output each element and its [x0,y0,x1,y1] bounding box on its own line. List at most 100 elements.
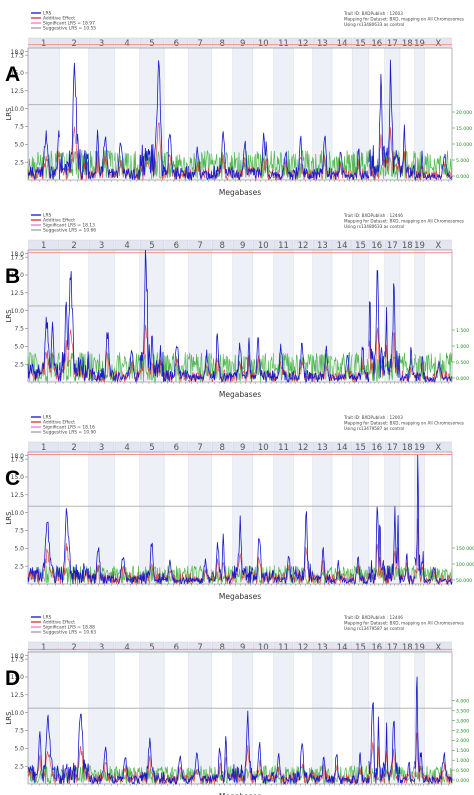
x-axis-label: Megabases [219,188,261,197]
y-axis-label: LRS [5,309,13,323]
legend-entry: Suggestive LRS = 10.63 [43,630,96,636]
y-tick-label: 17.5 [11,656,25,663]
chromosome-label: 2 [71,643,76,653]
chromosome-label: 9 [240,643,245,653]
chromosome-label: 5 [149,241,154,251]
trait-info-line: Mapping for Dataset: BXD, mapping on All… [344,219,464,224]
chromosome-label: X [435,443,441,453]
chromosome-label: 19 [414,241,425,251]
chromosome-column [414,652,425,784]
y-tick-label: 12.5 [11,492,25,499]
chromosome-label: 7 [197,643,202,653]
panel-letter: A [5,63,20,86]
chromosome-label: 15 [355,443,366,453]
legend-entry: Additive Effect [43,620,75,626]
y-tick-label: 15.0 [11,70,25,77]
y-tick-label: 18.0 [11,251,25,258]
chromosome-column [232,48,253,180]
chromosome-column [414,250,425,382]
chromosome-label: 8 [219,241,224,251]
chromosome-label: 6 [174,443,179,453]
y-tick-label: 5.0 [14,344,24,351]
chromosome-column [273,250,294,382]
chromosome-column [139,652,165,784]
trait-info-line: Mapping for Dataset: BXD, mapping on All… [344,621,464,626]
chromosome-label: 6 [174,39,179,49]
chromosome-column [139,452,165,584]
chromosome-label: 8 [219,643,224,653]
right-tick-label: 1.500 [456,328,469,334]
lrs-trace [27,454,453,586]
y-axis-label: LRS [5,511,13,525]
chromosome-label: 11 [278,39,289,49]
y-tick-label: 18.0 [11,49,25,56]
y-tick-label: 7.5 [14,326,24,333]
chromosome-label: 16 [371,443,382,453]
legend-entry: Suggestive LRS = 10.55 [43,26,96,32]
legend-entry: LRS [43,415,51,421]
y-tick-label: 5.0 [14,142,24,149]
chromosome-label: 10 [258,241,269,251]
chromosome-column [312,48,333,180]
chromosome-label: 12 [298,443,309,453]
trait-info-line: Trait ID: BXDPublish : 12003 [343,415,403,420]
lrs-trace [27,676,453,786]
chromosome-label: 3 [99,39,104,49]
y-tick-label: 18.0 [11,653,25,660]
chromosome-label: 6 [174,241,179,251]
right-tick-label: 15.000 [456,126,472,132]
legend-entry: LRS [43,11,51,17]
chromosome-label: 9 [240,39,245,49]
chromosome-label: 16 [371,643,382,653]
right-tick-label: 2.000 [456,738,469,744]
y-axis-label: LRS [5,107,13,121]
chromosome-label: 13 [317,241,328,251]
y-tick-label: 5.0 [14,746,24,753]
chromosome-label: 9 [240,443,245,453]
chromosome-label: 7 [197,443,202,453]
legend-entry: Additive Effect [43,16,75,22]
right-tick-label: 4.000 [456,699,469,705]
y-tick-label: 10.0 [11,510,25,517]
chromosome-column [88,652,115,784]
y-tick-label: 17.5 [11,456,25,463]
chromosome-label: 12 [298,241,309,251]
chromosome-column [188,250,212,382]
y-tick-label: 7.5 [14,124,24,131]
chromosome-label: 14 [337,443,348,453]
chromosome-label: 14 [337,39,348,49]
chromosome-label: 13 [317,443,328,453]
chromosome-label: 19 [414,643,425,653]
chromosome-column [352,250,369,382]
right-tick-label: 0.500 [456,768,469,774]
y-tick-label: 2.5 [14,159,24,166]
legend-entry: LRS [43,615,51,621]
y-tick-label: 12.5 [11,290,25,297]
legend-entry: Suggestive LRS = 10.90 [43,430,96,436]
panel-letter: C [5,467,20,490]
y-tick-label: 10.0 [11,106,25,113]
chromosome-label: 9 [240,241,245,251]
y-tick-label: 2.5 [14,763,24,770]
chromosome-label: 17 [387,443,398,453]
right-tick-label: 50.000 [456,578,472,584]
chromosome-label: 11 [278,643,289,653]
chromosome-column [352,652,369,784]
chromosome-label: 2 [71,39,76,49]
chromosome-label: 10 [258,443,269,453]
chromosome-label: 17 [387,643,398,653]
chromosome-label: 4 [124,241,129,251]
trait-info-line: Trait ID: BXDPublish : 12446 [343,615,403,620]
chromosome-column [352,48,369,180]
chromosome-column [352,452,369,584]
legend-entry: Significant LRS = 18.13 [43,223,95,229]
chromosome-label: 6 [174,643,179,653]
right-tick-label: 100.000 [456,562,474,568]
chromosome-label: 1 [41,643,46,653]
y-tick-label: 15.0 [11,272,25,279]
chromosome-column [273,48,294,180]
lrs-trace [27,59,453,181]
x-axis-label: Megabases [219,390,261,399]
right-tick-label: 20.000 [456,110,472,116]
